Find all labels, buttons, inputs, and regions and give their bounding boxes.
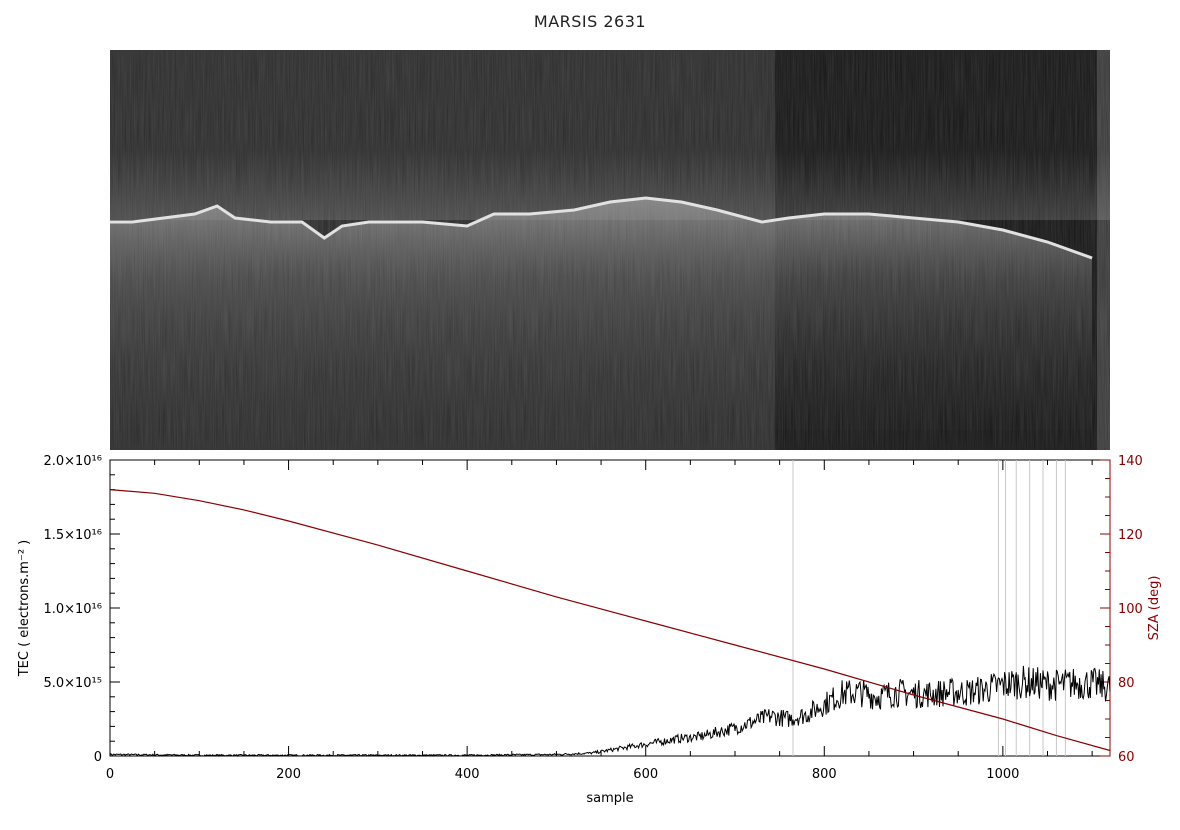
chart-title: MARSIS 2631 <box>533 12 647 31</box>
y2-axis-ticks: 60 80 100 120 140 <box>1100 454 1143 765</box>
y2-tick-label: 140 <box>1118 454 1143 469</box>
radargram-panel <box>110 50 1110 450</box>
y-axis-label: TEC ( electrons.m⁻² ) <box>17 540 32 678</box>
tec-sza-plot: 0 200 400 600 800 1000 0 5.0×10¹⁵ 1.0×10¹⁶ 1.5×1… <box>17 454 1162 806</box>
sza-series-line <box>109 489 1111 752</box>
y2-tick-label: 120 <box>1118 528 1143 543</box>
y-tick-label: 0 <box>94 750 102 765</box>
x-tick-label: 0 <box>106 767 114 782</box>
y-axis-ticks: 0 5.0×10¹⁵ 1.0×10¹⁶ 1.5×10¹⁶ 2.0×10¹⁶ <box>43 454 120 765</box>
y2-tick-label: 60 <box>1118 750 1135 765</box>
x-tick-label: 1000 <box>986 767 1019 782</box>
tec-series-line <box>109 665 1111 757</box>
x-tick-label: 800 <box>812 767 837 782</box>
plot-frame <box>109 459 1111 757</box>
y2-tick-label: 100 <box>1118 602 1143 617</box>
x-axis-ticks: 0 200 400 600 800 1000 <box>106 460 1093 782</box>
x-tick-label: 400 <box>455 767 480 782</box>
y-tick-label: 5.0×10¹⁵ <box>43 676 102 691</box>
x-tick-label: 200 <box>276 767 301 782</box>
y-tick-label: 1.5×10¹⁶ <box>43 528 102 543</box>
x-axis-label: sample <box>586 791 633 806</box>
y2-tick-label: 80 <box>1118 676 1135 691</box>
x-tick-label: 600 <box>633 767 658 782</box>
y2-axis-label: SZA (deg) <box>1147 576 1162 641</box>
vertical-markers <box>792 460 1066 756</box>
y-tick-label: 2.0×10¹⁶ <box>43 454 102 469</box>
y-tick-label: 1.0×10¹⁶ <box>43 602 102 617</box>
radargram-noise <box>110 50 1110 450</box>
